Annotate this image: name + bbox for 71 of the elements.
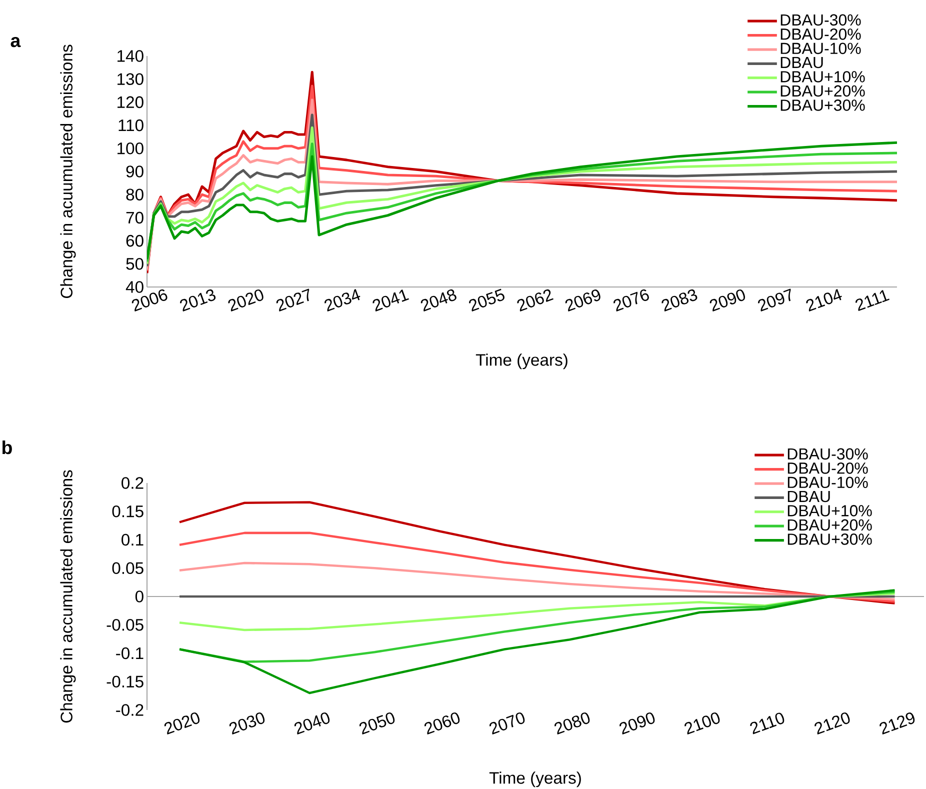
line-series <box>178 501 896 604</box>
y-tick-label: 120 <box>118 96 144 108</box>
y-tick-label: 100 <box>118 142 144 154</box>
x-tick-label: 2129 <box>880 712 915 734</box>
y-tick-label: 0 <box>135 590 144 602</box>
y-tick-label: 90 <box>126 166 144 178</box>
chart-title: a <box>10 36 21 48</box>
legend-label: DBAU+30% <box>788 534 872 545</box>
y-tick-label: 80 <box>126 188 144 200</box>
y-tick-label: -0.15 <box>106 676 144 688</box>
y-tick-label: 0.15 <box>112 505 144 518</box>
x-axis-title: Time (years) <box>489 772 581 788</box>
x-tick-label: 2097 <box>758 288 791 312</box>
x-tick-label: 2120 <box>814 712 850 734</box>
x-tick-label: 2080 <box>554 712 590 734</box>
y-tick-label: -0.2 <box>116 704 144 716</box>
y-tick-label: 110 <box>118 119 144 132</box>
legend-label: DBAU <box>780 56 823 68</box>
legend-label: DBAU-30% <box>788 448 868 460</box>
legend-label: DBAU-10% <box>788 476 868 488</box>
x-tick-label: 2030 <box>229 712 265 734</box>
legend-label: DBAU <box>788 490 830 502</box>
x-tick-label: 2013 <box>180 289 216 312</box>
x-tick-label: 2090 <box>710 289 746 312</box>
x-tick-label: 2062 <box>517 289 554 312</box>
x-tick-label: 2104 <box>806 289 842 312</box>
x-tick-label: 2034 <box>324 289 360 312</box>
x-tick-label: 2110 <box>750 712 784 734</box>
legend-label: DBAU+30% <box>780 100 865 111</box>
y-tick-label: 0.1 <box>122 534 144 546</box>
y-tick-label: 0.05 <box>112 562 144 574</box>
y-tick-label: -0.05 <box>106 618 144 631</box>
legend-label: DBAU-20% <box>780 28 861 40</box>
y-tick-label: 70 <box>126 212 144 224</box>
line-series <box>178 589 896 694</box>
x-tick-label: 2100 <box>684 712 720 734</box>
legend-label: DBAU-10% <box>780 42 861 54</box>
y-tick-label: 0.2 <box>122 477 144 489</box>
x-tick-label: 2050 <box>359 712 395 734</box>
x-tick-label: 2040 <box>294 712 330 734</box>
x-tick-label: 2090 <box>620 712 655 734</box>
line-series <box>178 562 896 600</box>
x-tick-label: 2020 <box>164 712 200 734</box>
y-tick-label: 60 <box>126 234 144 247</box>
x-tick-label: 2055 <box>469 288 504 312</box>
x-tick-label: 2060 <box>424 712 460 734</box>
x-tick-label: 2048 <box>420 289 456 312</box>
x-tick-label: 2076 <box>614 289 649 312</box>
legend-label: DBAU+10% <box>788 505 872 516</box>
x-axis-title: Time (years) <box>476 354 568 370</box>
line-series <box>178 592 896 632</box>
x-tick-label: 2027 <box>276 288 310 312</box>
line-series <box>178 532 896 603</box>
x-tick-label: 2041 <box>372 290 410 312</box>
x-tick-label: 2083 <box>662 289 698 312</box>
y-tick-label: 130 <box>118 73 144 85</box>
text: b <box>2 440 12 454</box>
legend-label: DBAU-20% <box>788 462 868 474</box>
y-tick-label: -0.1 <box>116 647 144 660</box>
x-tick-label: 2070 <box>490 712 525 734</box>
legend-label: DBAU-30% <box>780 14 861 26</box>
x-tick-label: 2020 <box>228 289 264 312</box>
x-tick-label: 2111 <box>856 290 890 312</box>
y-axis-title: Change in accumulated emissions <box>60 470 76 723</box>
y-axis-title: Change in acuumulated emissions <box>60 44 76 298</box>
x-tick-label: 2069 <box>565 290 600 312</box>
y-tick-label: 50 <box>126 258 144 270</box>
legend-label: DBAU+20% <box>788 519 872 531</box>
legend-label: DBAU+10% <box>780 71 865 82</box>
y-tick-label: 140 <box>118 50 144 62</box>
legend-label: DBAU+20% <box>780 85 865 97</box>
